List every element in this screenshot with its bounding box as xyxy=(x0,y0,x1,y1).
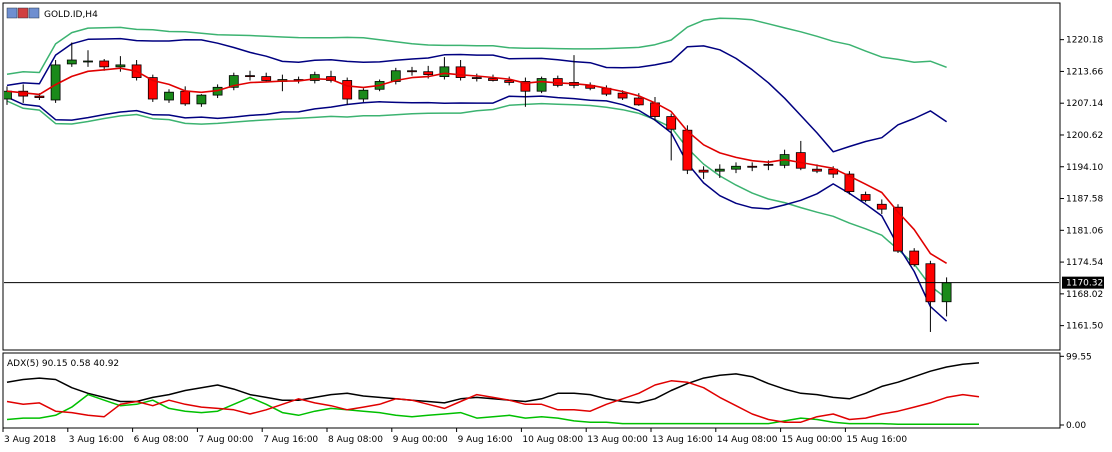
candle-body xyxy=(747,165,758,168)
candle-body xyxy=(83,60,93,63)
time-tick-label: 15 Aug 16:00 xyxy=(846,435,907,445)
candle-body xyxy=(941,282,952,303)
moving-average-line xyxy=(6,67,948,264)
candle-body xyxy=(99,60,110,68)
price-tick-label: 1220.18 xyxy=(1066,36,1103,46)
candle-body xyxy=(763,163,774,166)
adx-axis: 99.55 0.00 xyxy=(1060,352,1092,431)
price-tick-label: 1161.50 xyxy=(1066,322,1103,332)
adx-tick-label: 0.00 xyxy=(1066,421,1086,431)
adx-series-line xyxy=(6,362,980,404)
time-tick-label: 14 Aug 08:00 xyxy=(717,435,778,445)
candle-body xyxy=(164,91,174,101)
adx-pane[interactable]: ADX(5) 90.15 0.58 40.92 xyxy=(2,352,1061,429)
time-tick-label: 9 Aug 00:00 xyxy=(393,435,448,445)
candle-body xyxy=(342,80,353,100)
candle-body xyxy=(828,168,839,175)
candle-body xyxy=(909,250,920,266)
bollinger-inner-lower-line xyxy=(6,95,948,322)
candle-body xyxy=(309,74,320,81)
bollinger-outer-upper-line xyxy=(6,17,947,75)
current-price-label: 1170.32 xyxy=(1066,279,1103,289)
candle-body xyxy=(147,77,158,100)
candle-body xyxy=(844,173,855,193)
candle-body xyxy=(876,203,887,210)
bollinger-inner-upper-line xyxy=(6,37,948,153)
price-axis: 1220.18 1213.66 1207.14 1200.62 1194.10 1187.… xyxy=(1060,36,1104,332)
time-axis: 3 Aug 2018 3 Aug 16:00 6 Aug 08:00 7 Aug 00… xyxy=(2,428,907,445)
candle-body xyxy=(115,64,126,68)
candle-body xyxy=(666,116,677,130)
candle-body xyxy=(261,76,272,81)
candle-body xyxy=(439,66,450,77)
candle-body xyxy=(196,94,207,105)
candle-body xyxy=(860,194,871,201)
adx-series-line xyxy=(6,380,980,423)
time-tick-label: 6 Aug 08:00 xyxy=(134,435,189,445)
candle-body xyxy=(520,81,531,92)
time-tick-label: 13 Aug 00:00 xyxy=(587,435,648,445)
candle-body xyxy=(536,78,547,92)
price-tick-label: 1194.10 xyxy=(1066,163,1103,173)
time-tick-label: 15 Aug 00:00 xyxy=(782,435,843,445)
candle-body xyxy=(795,152,806,169)
adx-tick-label: 99.55 xyxy=(1066,352,1092,362)
chart-window-icon xyxy=(6,7,40,19)
candle-body xyxy=(682,129,693,171)
candle-body xyxy=(407,70,417,73)
current-price-badge xyxy=(1062,276,1104,289)
adx-series-line xyxy=(6,393,979,426)
bollinger-outer-lower-line xyxy=(6,100,948,299)
candle-body xyxy=(471,77,482,79)
candle-body xyxy=(455,66,466,78)
candle-body xyxy=(228,75,239,88)
price-tick-label: 1213.66 xyxy=(1066,67,1103,77)
time-tick-label: 8 Aug 08:00 xyxy=(328,435,383,445)
time-tick-label: 7 Aug 16:00 xyxy=(263,435,318,445)
price-tick-label: 1174.54 xyxy=(1066,258,1103,268)
candle-body xyxy=(617,92,628,99)
time-tick-label: 7 Aug 00:00 xyxy=(198,435,253,445)
candle-body xyxy=(633,97,644,106)
adx-title: ADX(5) 90.15 0.58 40.92 xyxy=(7,359,119,369)
candle-body xyxy=(180,90,191,105)
price-tick-label: 1207.14 xyxy=(1066,99,1103,109)
price-tick-label: 1181.06 xyxy=(1066,226,1103,236)
price-tick-label: 1200.62 xyxy=(1066,131,1103,141)
time-tick-label: 3 Aug 16:00 xyxy=(69,435,124,445)
candle-body xyxy=(714,168,725,172)
candle-body xyxy=(358,89,369,100)
candle-body xyxy=(698,169,709,173)
candle-body xyxy=(893,206,903,252)
price-pane[interactable]: GOLD.ID,H4 xyxy=(2,2,1061,351)
price-pane-frame xyxy=(2,2,1061,351)
time-tick-label: 3 Aug 2018 xyxy=(4,435,56,445)
candle-body xyxy=(488,78,498,81)
candle-body xyxy=(34,95,45,98)
time-tick-label: 10 Aug 08:00 xyxy=(522,435,583,445)
candle-body xyxy=(504,80,515,83)
candle-body xyxy=(423,71,434,76)
candle-body xyxy=(812,168,822,172)
price-tick-label: 1168.02 xyxy=(1066,290,1103,300)
candle-body xyxy=(245,75,255,78)
price-tick-label: 1187.58 xyxy=(1066,195,1103,205)
symbol-title: GOLD.ID,H4 xyxy=(44,10,98,20)
candle-body xyxy=(66,59,77,65)
adx-pane-frame xyxy=(2,352,1061,429)
candle-body xyxy=(731,165,741,170)
candle-body xyxy=(390,70,401,82)
time-tick-label: 9 Aug 16:00 xyxy=(458,435,513,445)
time-tick-label: 13 Aug 16:00 xyxy=(652,435,713,445)
